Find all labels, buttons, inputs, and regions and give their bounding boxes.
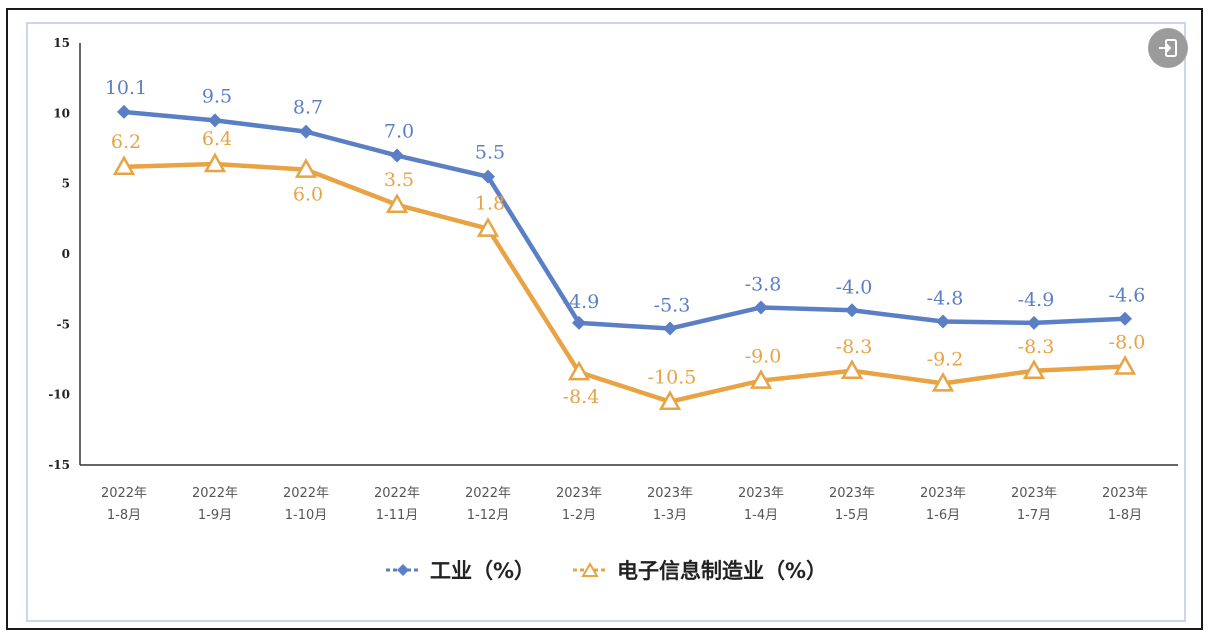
- exit-icon: [1159, 39, 1177, 57]
- x-tick-label-period: 1-11月: [376, 508, 419, 523]
- data-point-electronics: [112, 155, 136, 176]
- data-point-electronics: [1022, 359, 1046, 380]
- y-tick-label: 10: [53, 106, 70, 120]
- data-label-electronics: 1.8: [475, 193, 505, 215]
- x-tick-label-period: 1-3月: [653, 508, 687, 523]
- data-point-electronics: [840, 359, 864, 380]
- x-tick-label-period: 1-12月: [467, 508, 510, 523]
- x-tick-label-period: 1-7月: [1017, 508, 1051, 523]
- data-label-industry: -5.3: [654, 295, 691, 317]
- data-point-industry: [572, 315, 586, 330]
- data-point-industry: [663, 321, 677, 336]
- data-label-electronics: 3.5: [384, 169, 414, 191]
- data-label-electronics: -9.2: [927, 348, 964, 370]
- diamond-marker-icon: [385, 564, 420, 576]
- data-point-industry: [481, 169, 495, 184]
- data-label-industry: -3.8: [745, 273, 782, 295]
- data-label-electronics: -8.3: [836, 336, 873, 358]
- data-label-industry: -4.9: [563, 291, 600, 313]
- x-tick-label-period: 1-2月: [562, 508, 596, 523]
- x-tick-label-year: 2023年: [920, 486, 966, 501]
- data-label-industry: 5.5: [475, 142, 505, 164]
- data-label-industry: 8.7: [293, 97, 323, 119]
- data-label-industry: 9.5: [202, 85, 232, 107]
- exit-fullscreen-button[interactable]: [1148, 28, 1188, 68]
- series-line-industry: [123, 109, 1126, 331]
- y-tick-label: -5: [57, 317, 70, 331]
- y-tick-label: 0: [62, 247, 70, 261]
- data-label-industry: -4.6: [1109, 285, 1146, 307]
- data-point-electronics: [749, 369, 773, 389]
- data-point-industry: [299, 124, 313, 139]
- data-point-electronics: [294, 158, 318, 178]
- x-tick-label-period: 1-9月: [198, 508, 232, 523]
- data-point-electronics: [1113, 354, 1137, 375]
- x-tick-label-period: 1-5月: [835, 508, 869, 523]
- data-point-industry: [390, 148, 404, 163]
- data-label-industry: 10.1: [105, 77, 147, 99]
- data-point-electronics: [567, 360, 591, 381]
- data-label-industry: -4.0: [836, 276, 873, 298]
- x-tick-label-period: 1-8月: [1108, 508, 1142, 523]
- data-label-electronics: 6.0: [293, 184, 323, 206]
- data-label-electronics: -8.4: [563, 386, 600, 408]
- data-point-electronics: [385, 193, 409, 214]
- x-tick-label-period: 1-8月: [107, 508, 141, 523]
- legend-label-electronics: 电子信息制造业（%）: [617, 559, 828, 583]
- data-label-electronics: 6.2: [111, 131, 141, 153]
- x-tick-label-year: 2022年: [374, 486, 420, 501]
- x-tick-label-year: 2022年: [101, 486, 147, 501]
- legend-label-industry: 工业（%）: [429, 559, 535, 583]
- triangle-marker-icon: [573, 562, 607, 577]
- chart-legend: 工业（%） 电子信息制造业（%）: [0, 552, 1211, 588]
- legend-item-electronics: 电子信息制造业（%）: [571, 555, 827, 585]
- y-tick-label: 15: [53, 36, 70, 50]
- data-point-industry: [845, 303, 859, 318]
- data-point-industry: [936, 314, 950, 329]
- data-label-electronics: -9.0: [745, 346, 782, 368]
- x-tick-label-year: 2023年: [556, 486, 602, 501]
- x-tick-label-period: 1-6月: [926, 508, 960, 523]
- series-line-electronics: [123, 161, 1126, 404]
- data-label-electronics: -8.3: [1018, 336, 1055, 358]
- x-tick-label-year: 2023年: [738, 486, 784, 501]
- x-tick-label-year: 2022年: [283, 486, 329, 501]
- data-point-industry: [117, 104, 131, 119]
- data-label-industry: -4.8: [927, 288, 964, 310]
- data-point-electronics: [203, 152, 227, 173]
- y-tick-label: -15: [48, 458, 70, 472]
- data-point-industry: [1027, 315, 1041, 330]
- data-point-electronics: [931, 371, 955, 392]
- x-tick-label-year: 2022年: [465, 486, 511, 501]
- x-tick-label-period: 1-10月: [285, 508, 328, 523]
- data-label-electronics: -10.5: [648, 367, 697, 389]
- data-point-industry: [754, 300, 768, 315]
- x-tick-label-year: 2023年: [647, 486, 693, 501]
- x-tick-label-year: 2022年: [192, 486, 238, 501]
- legend-item-industry: 工业（%）: [384, 555, 535, 585]
- data-point-industry: [1118, 311, 1132, 326]
- x-tick-label-year: 2023年: [829, 486, 875, 501]
- y-tick-label: -10: [48, 388, 70, 402]
- data-point-industry: [208, 113, 222, 128]
- y-tick-label: 5: [62, 177, 70, 191]
- data-point-electronics: [476, 217, 500, 237]
- data-label-industry: -4.9: [1018, 289, 1055, 311]
- data-label-industry: 7.0: [384, 121, 414, 143]
- data-point-electronics: [658, 390, 682, 410]
- data-label-electronics: 6.4: [202, 128, 232, 150]
- x-tick-label-period: 1-4月: [744, 508, 778, 523]
- x-tick-label-year: 2023年: [1102, 486, 1148, 501]
- x-tick-label-year: 2023年: [1011, 486, 1057, 501]
- data-label-electronics: -8.0: [1109, 332, 1146, 354]
